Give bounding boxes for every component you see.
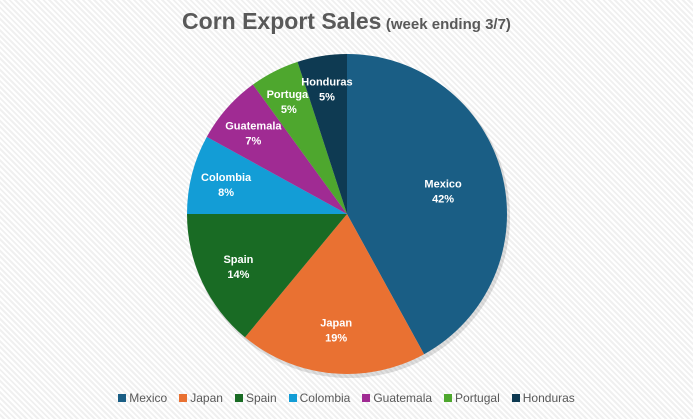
legend-label: Colombia bbox=[299, 391, 351, 405]
legend-label: Portugal bbox=[455, 391, 500, 405]
data-label: Japan 19% bbox=[320, 318, 352, 345]
legend-label: Honduras bbox=[522, 391, 575, 405]
legend-swatch bbox=[511, 394, 520, 402]
legend-item: Japan bbox=[179, 391, 223, 405]
legend-swatch bbox=[362, 394, 371, 402]
data-label: Portugal 5% bbox=[267, 89, 312, 116]
chart-subtitle: (week ending 3/7) bbox=[385, 16, 511, 33]
pie-slice-mexico bbox=[347, 54, 508, 355]
legend-item: Colombia bbox=[288, 391, 351, 405]
pie-slice-colombia bbox=[187, 136, 347, 214]
legend-item: Honduras bbox=[511, 391, 575, 405]
legend-label: Mexico bbox=[129, 391, 168, 405]
legend-swatch bbox=[288, 394, 297, 402]
data-label: Guatemala 7% bbox=[225, 120, 282, 147]
data-label: Spain 14% bbox=[223, 254, 253, 281]
pie-slice-guatemala bbox=[206, 84, 347, 214]
pie-slice-spain bbox=[187, 214, 347, 338]
legend-item: Guatemala bbox=[362, 391, 432, 405]
data-label: Mexico 42% bbox=[424, 178, 462, 205]
chart-title-main: Corn Export Sales bbox=[182, 8, 382, 34]
pie-slice-portugal bbox=[252, 61, 347, 214]
chart-legend: Mexico Japan Spain Colombia Guatemala Portuga… bbox=[0, 391, 693, 405]
data-label: Honduras 5% bbox=[301, 77, 352, 104]
chart-title: Corn Export Sales (week ending 3/7) bbox=[0, 8, 693, 35]
legend-swatch bbox=[444, 394, 453, 402]
pie-slice-honduras bbox=[297, 54, 347, 214]
pie-slice-japan bbox=[245, 214, 425, 375]
legend-item: Mexico bbox=[118, 391, 167, 405]
legend-label: Guatemala bbox=[373, 391, 433, 405]
data-label: Colombia 8% bbox=[201, 172, 252, 199]
legend-swatch bbox=[179, 394, 188, 402]
legend-swatch bbox=[118, 394, 127, 402]
legend-swatch bbox=[234, 394, 243, 402]
legend-item: Portugal bbox=[444, 391, 500, 405]
legend-label: Japan bbox=[190, 391, 223, 405]
legend-item: Spain bbox=[234, 391, 277, 405]
legend-label: Spain bbox=[245, 391, 277, 405]
